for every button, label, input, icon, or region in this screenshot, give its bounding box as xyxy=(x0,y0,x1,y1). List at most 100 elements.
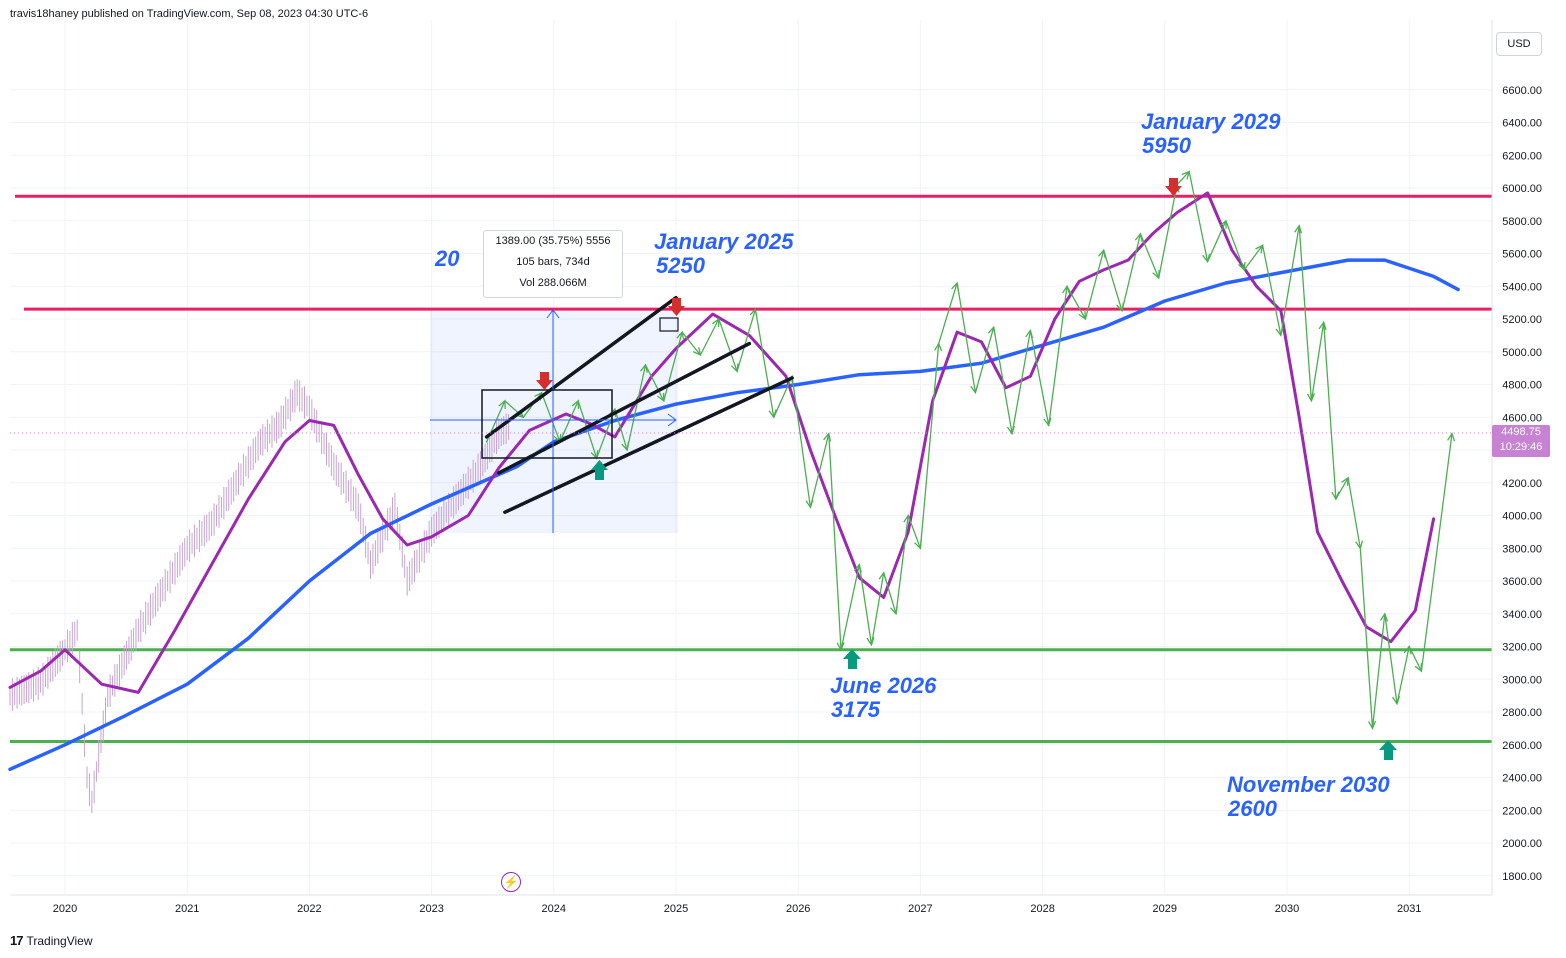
tradingview-logo-icon: 17 xyxy=(10,933,24,948)
currency-button[interactable]: USD xyxy=(1496,32,1542,56)
x-tick-label: 2031 xyxy=(1397,903,1421,915)
y-tick-label: 5200.00 xyxy=(1502,314,1542,326)
sell-arrow-icon xyxy=(536,372,553,390)
projection-arrowhead xyxy=(890,605,898,616)
projection-arrowhead xyxy=(866,637,875,647)
measure-tooltip: 1389.00 (35.75%) 5556 105 bars, 734d Vol… xyxy=(483,230,623,298)
projection-arrowhead xyxy=(1355,540,1364,550)
projection-arrowhead xyxy=(1098,248,1106,259)
projection-arrowhead xyxy=(914,540,922,550)
projection-arrowhead xyxy=(639,363,648,373)
y-tick-label: 5800.00 xyxy=(1502,216,1542,228)
y-tick-label: 6000.00 xyxy=(1502,183,1542,195)
projection-arrowhead xyxy=(730,363,739,373)
y-tick-label: 2800.00 xyxy=(1502,707,1542,719)
projection-arrowhead xyxy=(1078,310,1087,321)
y-tick-label: 6600.00 xyxy=(1502,85,1542,97)
y-tick-label: 5400.00 xyxy=(1502,281,1542,293)
buy-arrow-icon xyxy=(843,649,861,669)
projection-arrowhead xyxy=(498,399,506,409)
x-tick-label: 2027 xyxy=(908,903,932,915)
partial-year-label: 20 xyxy=(434,246,460,271)
annotation-jan2025-title: January 2025 xyxy=(654,229,794,254)
projection-arrowhead xyxy=(621,441,630,452)
projection-arrowhead xyxy=(1306,393,1316,403)
y-tick-label: 2400.00 xyxy=(1502,773,1542,785)
annotation-jun2026-title: June 2026 xyxy=(830,673,937,698)
annotation-nov2030-title: November 2030 xyxy=(1227,772,1390,797)
projection-arrowhead xyxy=(1134,232,1143,242)
x-tick-label: 2025 xyxy=(664,903,688,915)
x-tick-label: 2021 xyxy=(175,903,199,915)
chart-grid xyxy=(10,20,1492,895)
y-tick-label: 2200.00 xyxy=(1502,805,1542,817)
sell-arrow-icon xyxy=(668,298,685,316)
annotation-jan2029-title: January 2029 xyxy=(1141,109,1281,134)
y-tick-label: 3200.00 xyxy=(1502,642,1542,654)
projection-arrowhead xyxy=(1368,720,1377,730)
current-price-badge: 4498.75 10:29:46 xyxy=(1492,425,1550,457)
projection-arrowhead xyxy=(712,317,720,328)
y-tick-label: 1800.00 xyxy=(1502,871,1542,883)
measure-volume: Vol 288.066M xyxy=(519,277,587,289)
x-tick-label: 2026 xyxy=(786,903,810,915)
x-tick-label: 2024 xyxy=(542,903,566,915)
signal-arrows xyxy=(536,178,1397,760)
projection-arrowhead xyxy=(823,432,832,442)
projection-arrowhead xyxy=(853,563,862,573)
projection-arrowhead xyxy=(1116,302,1124,313)
projection-arrowhead xyxy=(1318,320,1327,331)
y-tick-label: 2000.00 xyxy=(1502,838,1542,850)
projection-arrowhead xyxy=(571,399,580,409)
y-tick-label: 3600.00 xyxy=(1502,576,1542,588)
projection-arrowhead xyxy=(692,347,702,357)
x-tick-label: 2020 xyxy=(53,903,77,915)
projection-arrowhead xyxy=(1414,663,1423,673)
y-tick-label: 3800.00 xyxy=(1502,543,1542,555)
x-axis: 2020 2021 2022 2023 2024 2025 2026 2027 2028 2029… xyxy=(53,903,1422,915)
horizontal-levels xyxy=(10,194,1492,743)
projection-arrowhead xyxy=(1341,476,1349,486)
x-tick-label: 2028 xyxy=(1030,903,1054,915)
x-tick-label: 2023 xyxy=(419,903,443,915)
x-tick-label: 2030 xyxy=(1275,903,1299,915)
y-tick-label: 5000.00 xyxy=(1502,347,1542,359)
channel-line xyxy=(484,295,678,439)
projection-arrowhead xyxy=(1152,270,1160,280)
projection-arrowhead xyxy=(749,307,758,318)
channel-line xyxy=(497,341,752,475)
projection-arrowhead xyxy=(1447,432,1456,442)
projection-arrowhead xyxy=(676,330,685,341)
annotation-jan2025-value: 5250 xyxy=(656,253,706,278)
projection-arrowhead xyxy=(1403,645,1412,655)
buy-arrow-icon xyxy=(591,460,608,480)
publisher-byline: travis18haney published on TradingView.c… xyxy=(10,8,369,20)
current-price-value: 4498.75 xyxy=(1501,426,1541,438)
projection-arrowhead xyxy=(1379,612,1389,622)
annotation-jun2026-value: 3175 xyxy=(831,697,881,722)
projection-arrowhead xyxy=(987,325,996,336)
projection-arrowhead xyxy=(1006,425,1015,436)
projection-arrowhead xyxy=(1025,329,1034,339)
footer-brand[interactable]: 17 TradingView xyxy=(10,933,93,948)
projection-arrowhead xyxy=(1219,219,1227,229)
short-moving-average xyxy=(8,191,1436,694)
y-tick-label: 3400.00 xyxy=(1502,609,1542,621)
projection-arrowhead xyxy=(1392,695,1401,706)
projection-arrowhead xyxy=(1275,327,1284,337)
price-history-candles xyxy=(9,379,510,814)
y-tick-label: 6400.00 xyxy=(1502,118,1542,130)
y-tick-label: 4800.00 xyxy=(1502,380,1542,392)
y-tick-label: 5600.00 xyxy=(1502,249,1542,261)
projection-arrowhead xyxy=(657,392,665,403)
measure-bars: 105 bars, 734d xyxy=(516,256,590,268)
projection-arrowhead xyxy=(768,409,777,419)
y-tick-label: 6200.00 xyxy=(1502,150,1542,162)
lightning-icon[interactable]: ⚡ xyxy=(501,872,521,892)
footer-brand-label: TradingView xyxy=(26,933,93,948)
projection-arrowhead xyxy=(805,499,814,509)
y-tick-label: 4600.00 xyxy=(1502,412,1542,424)
y-tick-label: 3000.00 xyxy=(1502,674,1542,686)
projection-arrowhead xyxy=(1043,417,1052,427)
